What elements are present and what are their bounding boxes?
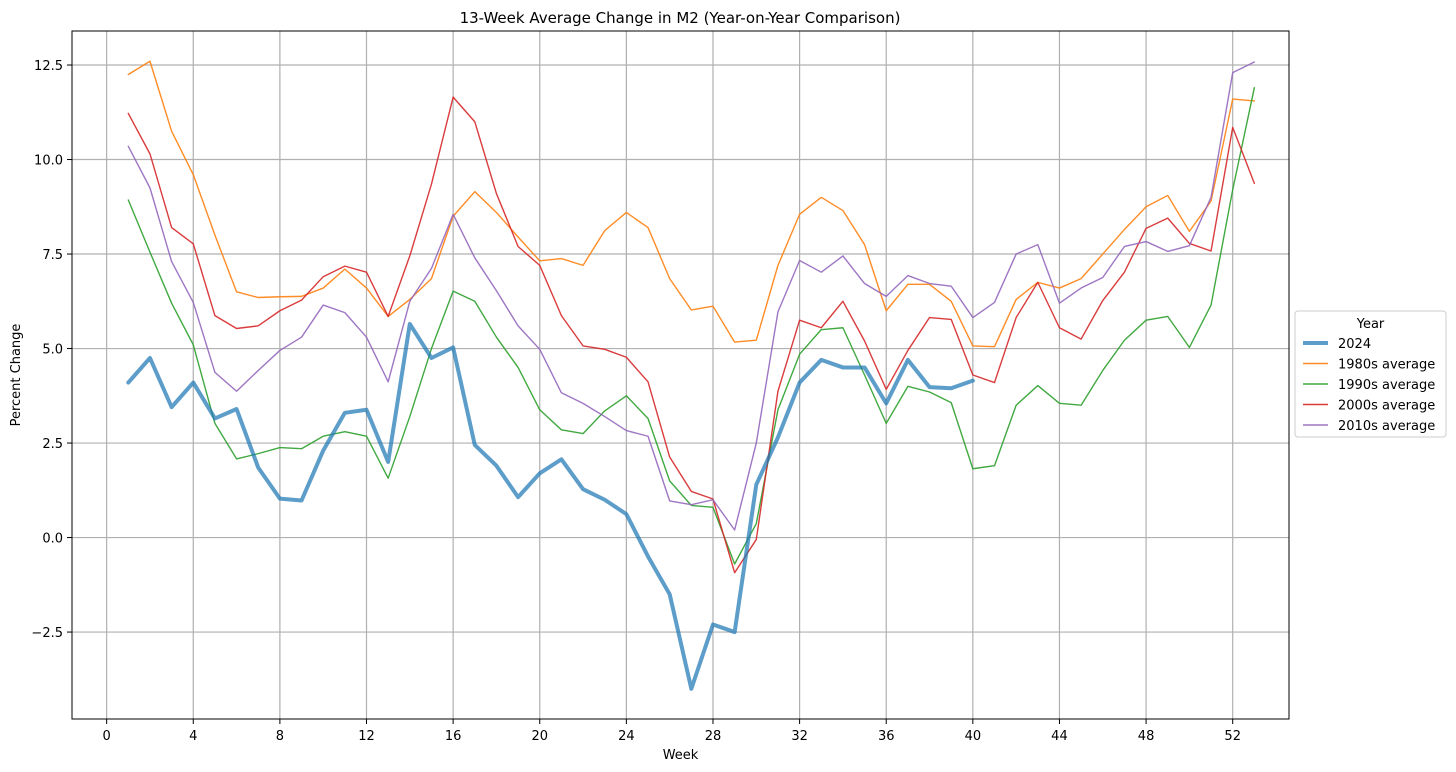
- x-tick-label: 32: [791, 729, 808, 744]
- legend-entry: 2024: [1338, 337, 1371, 352]
- y-tick-label: 12.5: [34, 59, 63, 74]
- legend-entry: 2010s average: [1338, 419, 1435, 434]
- legend: Year 2024 1980s average 1990s average 2000s …: [1294, 310, 1447, 438]
- x-tick-label: 28: [705, 729, 722, 744]
- x-tick-label: 16: [445, 729, 462, 744]
- series-line-1980s-average: [127, 60, 1256, 348]
- x-axis-label: Week: [663, 748, 699, 763]
- legend-box: [1294, 310, 1447, 438]
- series-line-2000s-average: [127, 96, 1256, 574]
- chart-title: 13-Week Average Change in M2 (Year-on-Ye…: [460, 9, 901, 27]
- y-tick-label: −2.5: [31, 626, 63, 641]
- x-tick-label: 40: [965, 729, 982, 744]
- x-tick-label: 44: [1051, 729, 1068, 744]
- series-lines: [126, 60, 1256, 691]
- series-line-2010s-average: [127, 61, 1256, 531]
- x-tick-label: 52: [1224, 729, 1241, 744]
- x-axis: 0 4 8 12 16 20 24 28 32 36 40 44 48 52: [103, 719, 1241, 744]
- x-tick-label: 8: [276, 729, 284, 744]
- y-axis: −2.5 0.0 2.5 5.0 7.5 10.0 12.5: [31, 59, 72, 641]
- legend-title: Year: [1356, 317, 1385, 332]
- series-line-2024: [126, 321, 975, 691]
- series-line-1990s-average: [127, 86, 1256, 565]
- plot-frame: [71, 30, 1290, 720]
- x-tick-label: 36: [878, 729, 895, 744]
- x-tick-label: 4: [189, 729, 197, 744]
- y-tick-label: 0.0: [42, 532, 63, 547]
- y-tick-label: 2.5: [42, 437, 63, 452]
- y-axis-label: Percent Change: [9, 324, 24, 427]
- x-tick-label: 20: [531, 729, 548, 744]
- legend-entry: 1990s average: [1338, 378, 1435, 393]
- y-tick-label: 7.5: [42, 248, 63, 263]
- x-tick-label: 48: [1138, 729, 1155, 744]
- y-tick-label: 10.0: [34, 154, 63, 169]
- legend-entry: 1980s average: [1338, 358, 1435, 373]
- x-tick-label: 0: [103, 729, 111, 744]
- legend-entry: 2000s average: [1338, 399, 1435, 414]
- y-tick-label: 5.0: [42, 343, 63, 358]
- x-tick-label: 12: [358, 729, 375, 744]
- grid-lines: [72, 31, 1289, 719]
- x-tick-label: 24: [618, 729, 635, 744]
